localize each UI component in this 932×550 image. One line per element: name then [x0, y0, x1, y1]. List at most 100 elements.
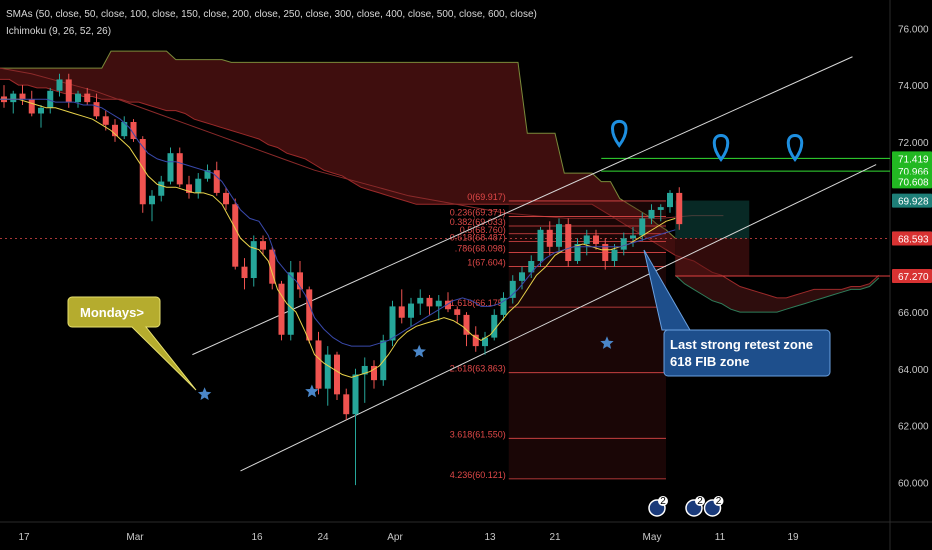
candle-body[interactable]: [676, 192, 683, 225]
candle-body[interactable]: [398, 306, 405, 318]
candle-body[interactable]: [102, 116, 109, 125]
candle-body[interactable]: [19, 93, 26, 100]
candle-body[interactable]: [297, 272, 303, 290]
ichimoku-cloud-projection: [675, 255, 879, 313]
candle-body[interactable]: [491, 314, 498, 338]
candle-body[interactable]: [324, 354, 331, 389]
time-axis-label: 11: [715, 532, 726, 543]
news-count: 2: [660, 496, 666, 507]
candle-body[interactable]: [361, 365, 368, 375]
mondays-callout[interactable]: [67, 296, 197, 391]
candle-body[interactable]: [380, 340, 387, 381]
candle-body[interactable]: [65, 79, 72, 103]
candle-body[interactable]: [435, 300, 442, 307]
candle-body[interactable]: [84, 93, 91, 103]
candle-body[interactable]: [112, 124, 118, 137]
candle-body[interactable]: [472, 334, 479, 347]
price-axis-label: 62.000: [898, 422, 929, 433]
candle-body[interactable]: [287, 272, 294, 335]
candle-body[interactable]: [139, 139, 146, 205]
candle-body[interactable]: [528, 261, 535, 273]
map-pin-icon[interactable]: [712, 134, 730, 163]
candle-body[interactable]: [158, 181, 165, 196]
candle-body[interactable]: [278, 283, 285, 335]
candle-body[interactable]: [343, 394, 350, 415]
candle-body[interactable]: [334, 354, 340, 395]
candle-body[interactable]: [519, 272, 525, 281]
candle-body[interactable]: [149, 195, 155, 205]
candle-body[interactable]: [241, 266, 248, 279]
candle-body[interactable]: [75, 93, 81, 103]
candle-body[interactable]: [417, 297, 424, 304]
candle-body[interactable]: [315, 340, 322, 389]
candle-body[interactable]: [389, 306, 396, 341]
map-pin-icon[interactable]: [786, 134, 804, 163]
candle-body[interactable]: [537, 229, 544, 261]
candle-body[interactable]: [56, 79, 63, 91]
star-icon: [305, 384, 319, 398]
time-axis-label: 13: [484, 532, 496, 543]
candle-body[interactable]: [167, 153, 174, 182]
candle-body[interactable]: [593, 235, 599, 244]
candle-body[interactable]: [195, 178, 202, 193]
candle-body[interactable]: [130, 121, 137, 140]
candle-body[interactable]: [639, 218, 646, 236]
time-axis-label: Mar: [126, 532, 144, 543]
candle-body[interactable]: [509, 280, 516, 298]
candle-body[interactable]: [463, 314, 470, 335]
candle-body[interactable]: [223, 192, 229, 205]
candle-body[interactable]: [454, 309, 461, 315]
candle-body[interactable]: [667, 192, 673, 208]
fib-level-label: 1.618(66.175): [450, 298, 506, 308]
candle-body[interactable]: [47, 90, 54, 108]
candle-body[interactable]: [445, 300, 451, 310]
time-axis-label: 17: [18, 532, 30, 543]
fib-level-label: 0.236(69.371): [450, 207, 506, 217]
candle-body[interactable]: [657, 207, 664, 210]
candle-body[interactable]: [28, 99, 35, 114]
candle-body[interactable]: [630, 235, 636, 239]
price-tag: [892, 174, 932, 189]
candle-body[interactable]: [546, 229, 553, 247]
candle-body[interactable]: [93, 102, 100, 117]
candle-body[interactable]: [176, 153, 183, 185]
candle-body[interactable]: [556, 224, 562, 247]
price-axis-label: 60.000: [898, 478, 929, 489]
candle-body[interactable]: [186, 184, 192, 193]
candle-body[interactable]: [213, 170, 220, 193]
candle-body[interactable]: [648, 209, 655, 219]
candle-body[interactable]: [426, 297, 433, 307]
candle-body[interactable]: [250, 241, 257, 279]
candle-body[interactable]: [121, 121, 128, 137]
candle-body[interactable]: [408, 303, 414, 318]
candle-body[interactable]: [352, 374, 359, 415]
candle-body[interactable]: [38, 107, 44, 114]
candle-body[interactable]: [602, 243, 609, 261]
fib-zone-callout[interactable]: [643, 249, 831, 377]
candle-body[interactable]: [500, 297, 507, 315]
ichimoku-legend[interactable]: Ichimoku (9, 26, 52, 26): [6, 26, 112, 37]
candle-body[interactable]: [306, 289, 313, 341]
candle-body[interactable]: [371, 365, 377, 381]
trend-channel-line[interactable]: [192, 56, 853, 356]
candle-body[interactable]: [565, 224, 572, 261]
candle-body[interactable]: [269, 249, 276, 284]
time-axis-label: 19: [787, 532, 799, 543]
candle-body[interactable]: [583, 235, 590, 244]
cloud-span-a-line: [0, 50, 676, 239]
star-icon: [412, 344, 426, 358]
candle-body[interactable]: [10, 93, 17, 103]
price-axis-label: 66.000: [898, 308, 929, 319]
candle-body[interactable]: [574, 243, 581, 261]
candle-body[interactable]: [204, 170, 211, 179]
map-pin-icon[interactable]: [611, 119, 628, 148]
sma-legend[interactable]: SMAs (50, close, 50, close, 100, close, …: [6, 9, 537, 20]
candle-body[interactable]: [482, 337, 488, 347]
price-tag: [892, 269, 932, 284]
candle-body[interactable]: [260, 241, 266, 250]
candle-body[interactable]: [611, 249, 618, 261]
candle-body[interactable]: [620, 238, 627, 250]
candle-body[interactable]: [232, 204, 239, 267]
fib-level-label: 1(67.604): [467, 258, 506, 268]
